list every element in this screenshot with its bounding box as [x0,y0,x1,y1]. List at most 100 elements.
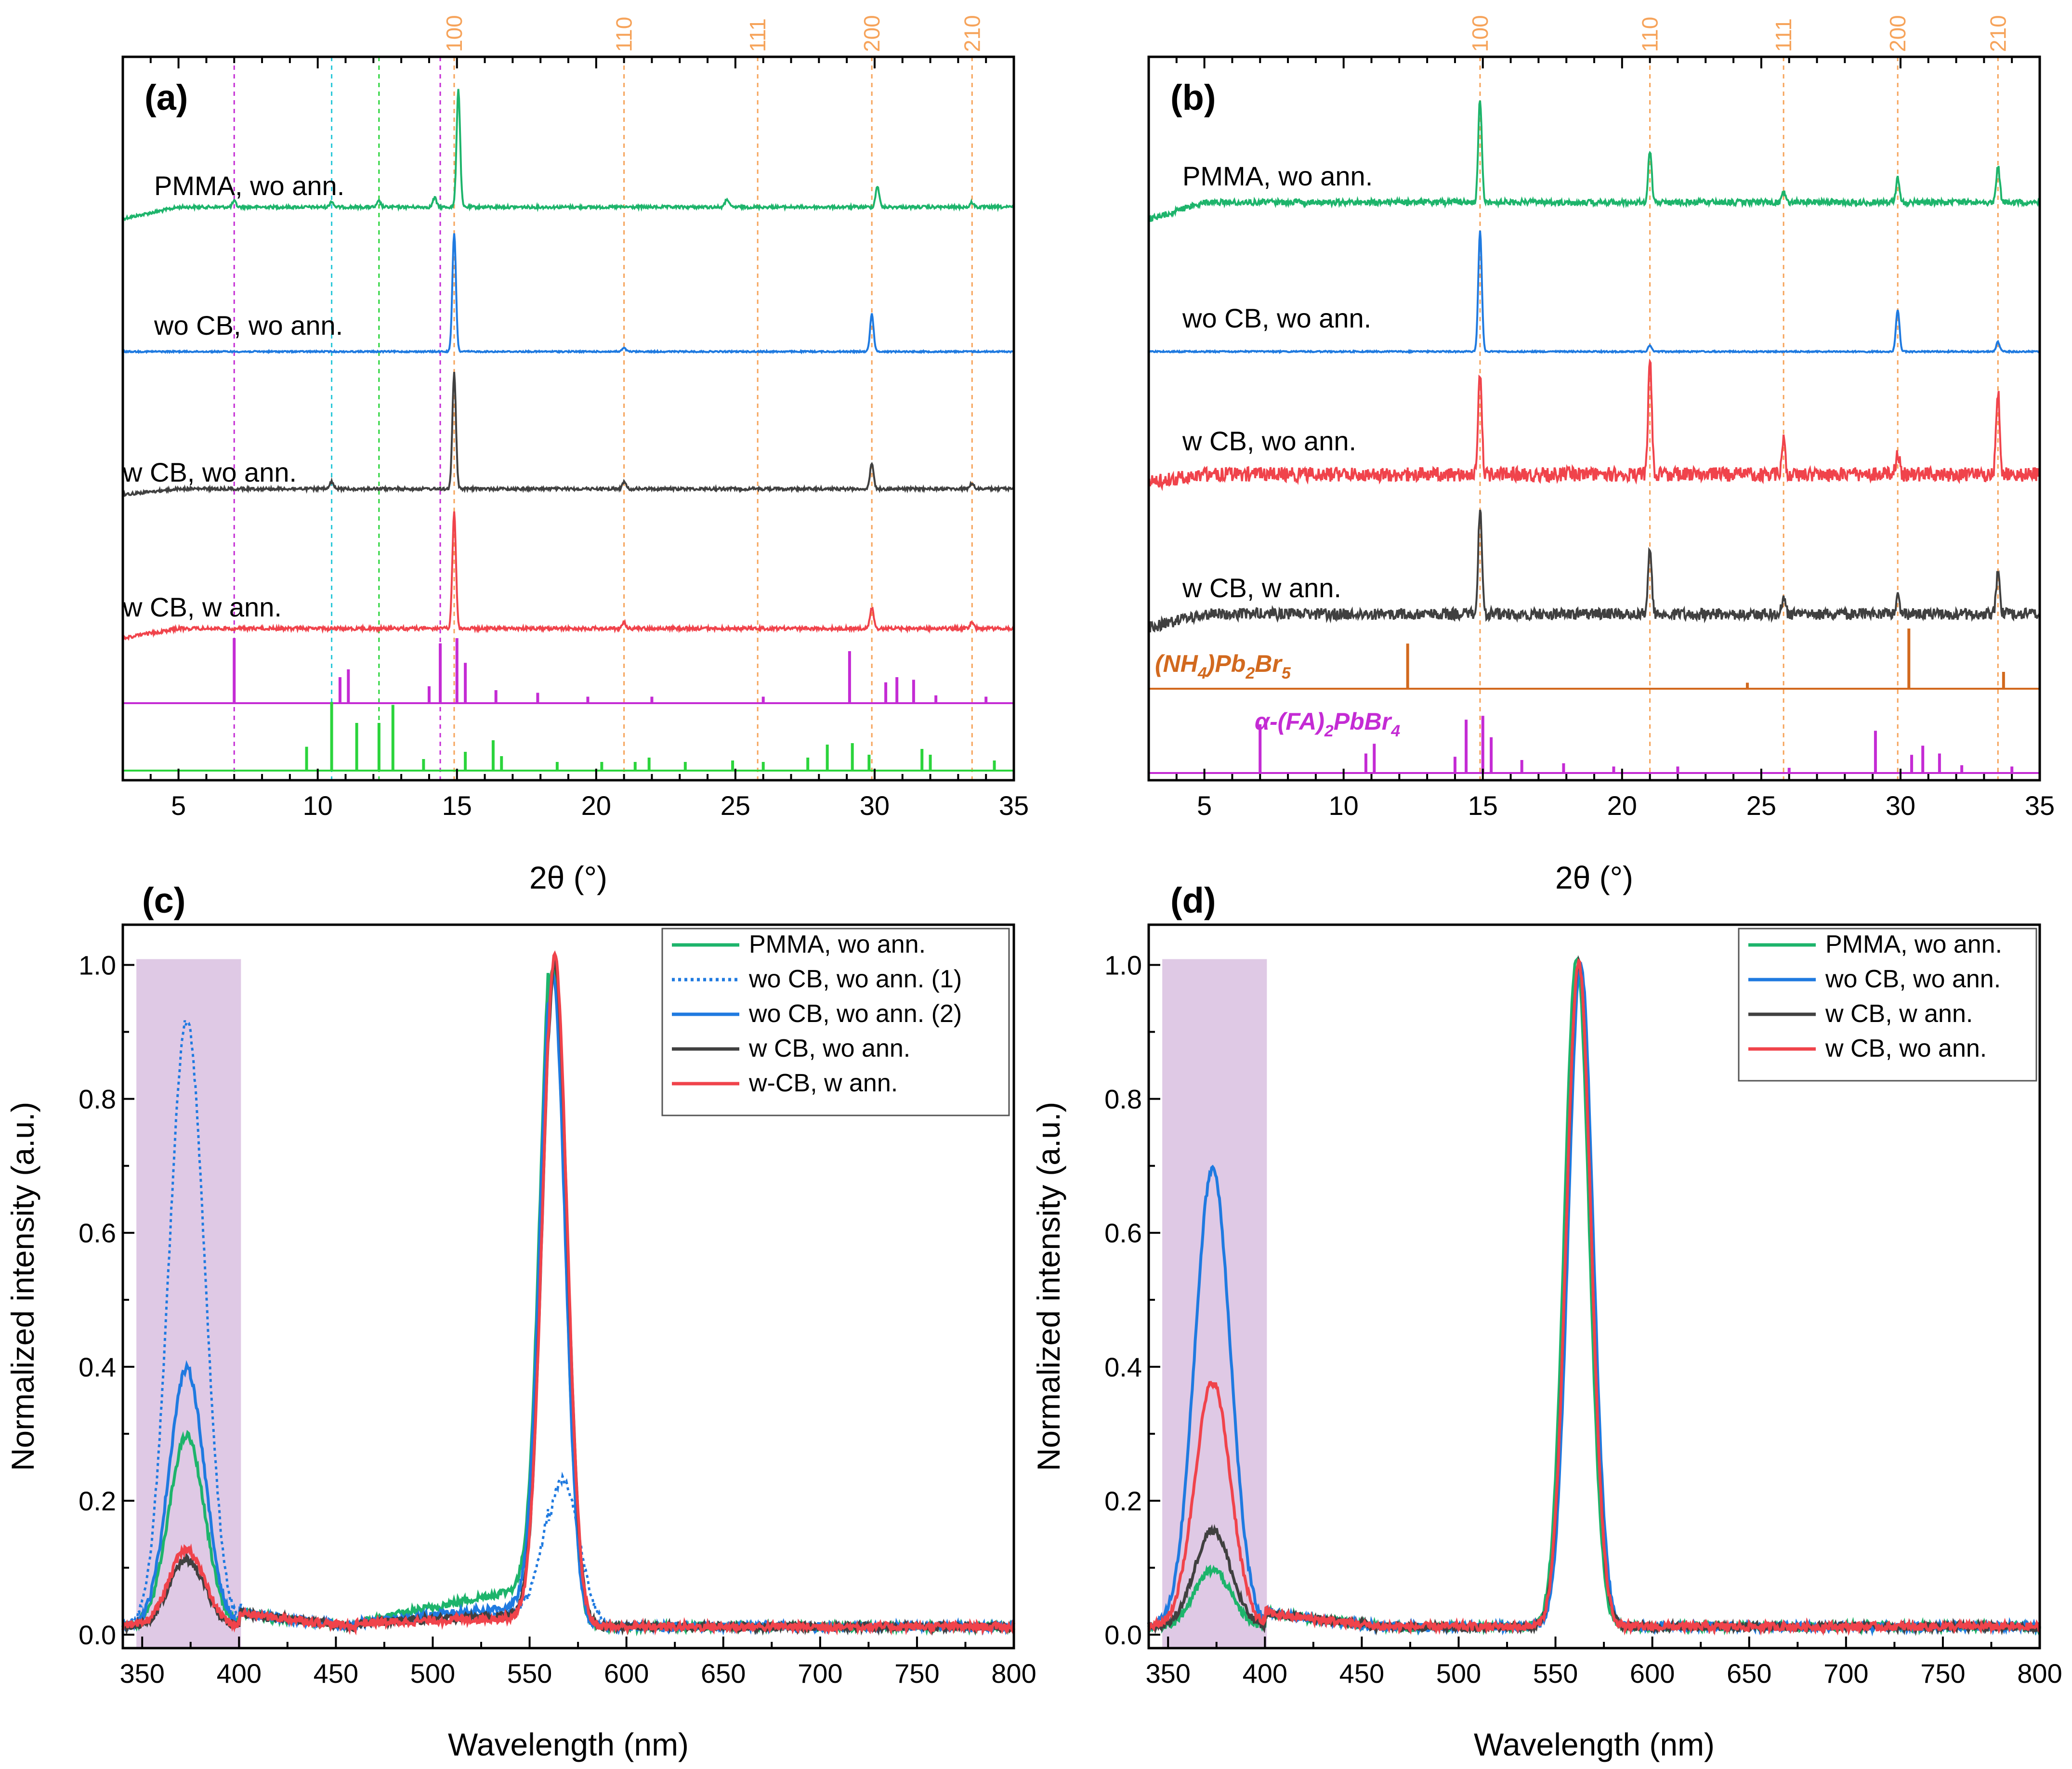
a-trace-2 [122,372,1015,497]
c-ticks: 350 400 450 500 550 600 650 700 750 800 0.0 0.2 0.4 0… [79,950,1036,1689]
c-xtick-label-500: 500 [410,1658,455,1689]
a-panel-label: (a) [144,78,188,118]
c-xtick-label-700: 700 [798,1658,842,1689]
c-ytick-label-0.6: 0.6 [79,1218,116,1248]
a-peak-label-111: 111 [745,18,770,52]
d-legend-label-2: w CB, w ann. [1825,1000,1973,1028]
b-panel-label: (b) [1170,78,1216,118]
b-ticks: 5 10 15 20 25 30 35 [1148,57,2055,821]
b-ref2-sub2: 4 [1390,722,1400,740]
d-y-axis-title: Normalized intensity (a.u.) [1031,1102,1066,1471]
c-xtick-label-450: 450 [314,1658,358,1689]
panel-a: 5 10 15 20 25 30 35 100 110 111 200 210 (a) PMMA, … [121,15,1029,895]
b-ref1-sub1: 4 [1197,664,1207,682]
d-xtick-label-650: 650 [1727,1658,1771,1689]
d-legend-label-1: wo CB, wo ann. [1825,965,2001,993]
d-trace-3 [1147,958,2041,1636]
c-legend-label-3: w CB, wo ann. [748,1035,910,1062]
b-ref1-part2: )Pb [1205,650,1246,677]
b-xtick-label-15: 15 [1468,790,1498,821]
d-uv-shaded-region [1162,959,1267,1648]
c-ytick-label-0.4: 0.4 [79,1352,116,1382]
b-ref1-sub3: 5 [1282,664,1291,682]
a-series-label-pmma: PMMA, wo ann. [154,170,344,201]
a-peak-label-110: 110 [612,17,637,52]
d-ytick-label-1.0: 1.0 [1104,950,1142,980]
d-ticks: 350 400 450 500 550 600 650 700 750 800 0.0 0.2 0.4 0… [1104,950,2062,1689]
b-ref1-part3: Br [1255,650,1283,677]
b-series [1148,100,2041,774]
d-xtick-label-550: 550 [1533,1658,1578,1689]
c-xtick-label-650: 650 [701,1658,746,1689]
b-trace-1 [1149,230,2040,354]
panel-d: 350 400 450 500 550 600 650 700 750 800 0.0 0.2 0.4 0… [1031,880,2062,1762]
a-series-label-w-cb-wo-ann: w CB, wo ann. [122,457,297,487]
b-peak-label-210: 210 [1985,15,2010,52]
c-xtick-label-800: 800 [991,1658,1036,1689]
a-xtick-label-5: 5 [171,790,186,821]
c-x-axis-title: Wavelength (nm) [448,1727,689,1762]
a-xtick-label-15: 15 [442,790,472,821]
a-xtick-label-25: 25 [721,790,750,821]
c-legend-label-1: wo CB, wo ann. (1) [748,965,962,993]
c-xtick-label-600: 600 [604,1658,649,1689]
b-ref2-part1: α-(FA) [1255,708,1325,735]
d-panel-label: (d) [1170,880,1216,920]
d-ytick-label-0.2: 0.2 [1104,1486,1142,1516]
c-plot [121,950,1015,1648]
c-trace-4 [121,950,1015,1636]
b-x-axis-title: 2θ (°) [1555,860,1633,895]
c-legend: PMMA, wo ann. wo CB, wo ann. (1) wo CB, wo… [661,928,1010,1116]
panel-b: 5 10 15 20 25 30 35 100 110 111 200 210 (b) PMMA, … [1147,15,2055,895]
d-plot [1147,955,2041,1648]
b-reference-label-nh4pb2br5: (NH4)Pb2Br5 [1155,650,1291,682]
b-xtick-label-10: 10 [1329,790,1359,821]
b-xtick-label-25: 25 [1746,790,1776,821]
a-trace-3 [122,511,1015,641]
b-ref2-part2: PbBr [1334,708,1392,735]
c-panel-label: (c) [142,880,185,920]
b-xtick-label-35: 35 [2025,790,2055,821]
c-legend-label-2: wo CB, wo ann. (2) [748,1000,962,1028]
c-ytick-label-0.8: 0.8 [79,1084,116,1114]
c-y-axis-title: Normalized intensity (a.u.) [5,1102,40,1471]
c-xtick-label-750: 750 [894,1658,939,1689]
a-x-axis-title: 2θ (°) [529,860,607,895]
a-xtick-label-20: 20 [581,790,611,821]
d-xtick-label-500: 500 [1436,1658,1481,1689]
d-legend-label-3: w CB, wo ann. [1825,1035,1987,1062]
c-uv-shaded-region [136,959,241,1648]
a-xtick-label-35: 35 [999,790,1029,821]
d-x-axis-title: Wavelength (nm) [1474,1727,1715,1762]
b-series-label-w-cb-wo-ann: w CB, wo ann. [1182,426,1356,456]
a-trace-0 [122,89,1015,222]
a-series [122,89,1015,772]
b-xtick-label-5: 5 [1197,790,1212,821]
d-xtick-label-450: 450 [1339,1658,1384,1689]
b-xtick-label-20: 20 [1607,790,1637,821]
b-ref2-sub1: 2 [1324,722,1334,740]
d-ytick-label-0.6: 0.6 [1104,1218,1142,1248]
a-trace-1 [122,233,1014,354]
b-trace-2 [1148,358,2041,491]
b-series-label-pmma: PMMA, wo ann. [1182,161,1373,191]
b-xtick-label-30: 30 [1886,790,1915,821]
b-reference-label-fa2pbbr4: α-(FA)2PbBr4 [1255,708,1400,740]
b-trace-0 [1148,100,2041,222]
b-series-label-w-cb-w-ann: w CB, w ann. [1182,573,1341,603]
a-series-label-w-cb-w-ann: w CB, w ann. [122,592,282,622]
d-legend-label-0: PMMA, wo ann. [1825,930,2002,958]
b-peak-labels: 100 110 111 200 210 [1468,15,2010,52]
d-legend-box [1738,928,2037,1082]
c-xtick-label-400: 400 [217,1658,262,1689]
c-legend-label-4: w-CB, w ann. [748,1069,898,1097]
c-ytick-label-1.0: 1.0 [79,950,116,980]
b-trace-3 [1148,510,2041,633]
d-xtick-label-600: 600 [1630,1658,1675,1689]
panel-c: 350 400 450 500 550 600 650 700 750 800 0.0 0.2 0.4 0… [5,880,1036,1762]
b-peak-label-200: 200 [1885,15,1910,52]
c-axes-frame [121,923,1015,1650]
b-peak-label-100: 100 [1468,15,1493,52]
b-peak-label-110: 110 [1638,17,1663,52]
a-xtick-label-10: 10 [303,790,333,821]
